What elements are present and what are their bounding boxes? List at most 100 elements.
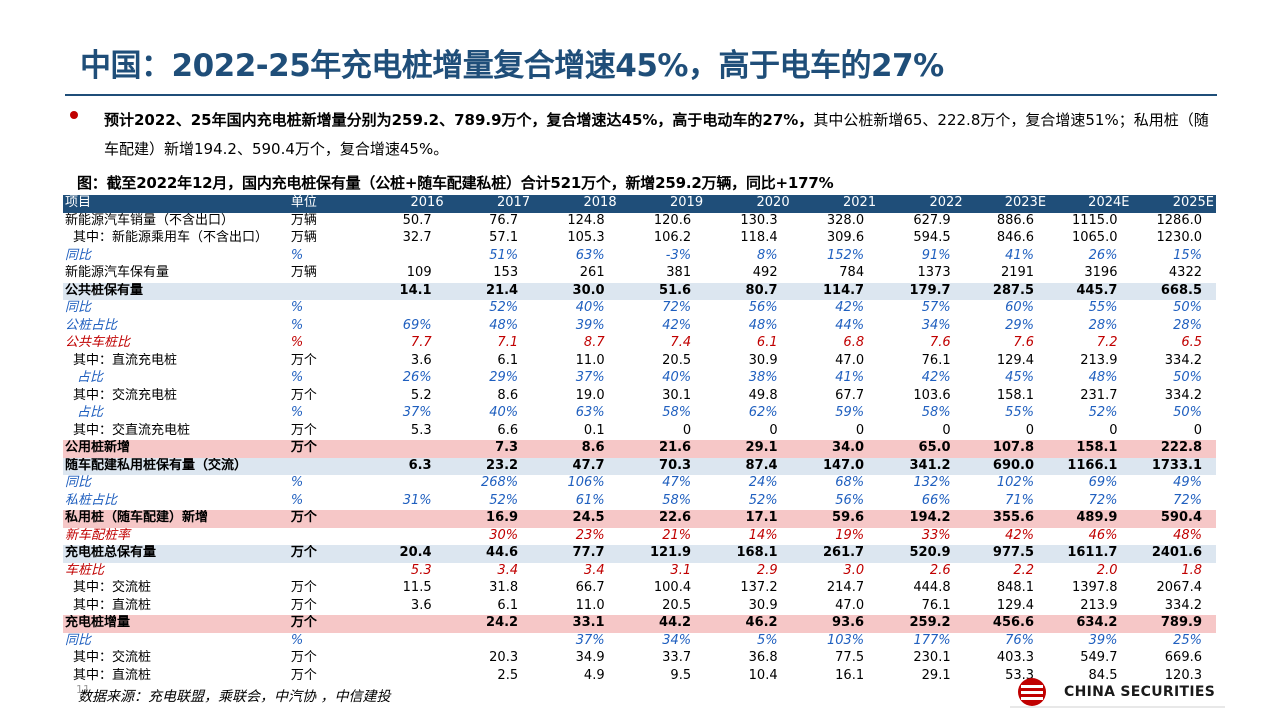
table-cell: 25% xyxy=(1173,632,1202,648)
row-unit xyxy=(287,563,361,581)
table-cell: 29% xyxy=(489,370,519,386)
row-label: 同比 xyxy=(65,247,92,263)
table-row: 私桩占比% 31% 52% 61% 58% 52% 56% 66% 71% 72% 72% xyxy=(63,493,1216,511)
table-cell: 0 xyxy=(682,422,692,438)
table-cell: 120.3 xyxy=(1164,667,1202,683)
table-cell: 30.9 xyxy=(748,352,778,368)
table-cell: 6.3 xyxy=(408,457,432,473)
table-cell: 158.1 xyxy=(996,387,1035,403)
table-cell: 1065.0 xyxy=(1071,230,1118,246)
table-cell: 44.2 xyxy=(659,615,692,631)
row-unit: % xyxy=(290,632,304,648)
table-cell: 51.6 xyxy=(659,282,692,298)
table-cell: 2.0 xyxy=(1096,562,1118,578)
table-cell: 76.1 xyxy=(921,597,951,613)
table-cell: 105.3 xyxy=(567,230,605,246)
row-label: 新车配桩率 xyxy=(65,527,131,543)
table-row: 同比% 268% 106% 47% 24% 68% 132% 102% 69% 49% xyxy=(63,475,1216,493)
table-cell: 213.9 xyxy=(1080,352,1118,368)
row-label: 车桩比 xyxy=(65,562,105,578)
table-cell: 1166.1 xyxy=(1067,457,1118,473)
table-cell xyxy=(361,633,445,651)
table-row: 占比% 37% 40% 63% 58% 62% 59% 58% 55% 52% 50% xyxy=(63,405,1216,423)
row-unit: 万个 xyxy=(290,650,317,666)
table-cell: 50% xyxy=(1173,370,1202,386)
row-label: 公共车桩比 xyxy=(65,335,131,351)
page-number: 11 xyxy=(76,683,90,696)
table-cell: 789.9 xyxy=(1160,615,1202,631)
logo-text: CHINA SECURITIES xyxy=(1064,684,1216,700)
table-cell: 3196 xyxy=(1084,265,1118,281)
table-cell: 886.6 xyxy=(996,212,1035,228)
table-cell: 66% xyxy=(921,492,951,508)
table-cell: 3.6 xyxy=(410,352,432,368)
table-cell: 77.5 xyxy=(835,650,865,666)
header-cell: 2018 xyxy=(583,195,617,211)
table-cell: 77.7 xyxy=(572,545,605,561)
summary-bullet-normal: 其中公桩新增65、222.8万个，复合增速51%；私用桩（随车配建）新增194.… xyxy=(104,111,1209,158)
table-cell: 3.0 xyxy=(843,562,865,578)
table-cell: 28% xyxy=(1088,317,1118,333)
table-cell: 47.0 xyxy=(835,597,865,613)
table-cell: 129.4 xyxy=(996,597,1035,613)
table-cell: 520.9 xyxy=(909,545,951,561)
table-cell: 59.6 xyxy=(832,510,865,526)
header-cell: 2017 xyxy=(497,195,531,211)
table-cell: 1397.8 xyxy=(1071,580,1118,596)
table-row: 私用桩（随车配建）新增 万个 16.9 24.5 22.6 17.1 59.6 194.2 35… xyxy=(63,510,1216,528)
table-cell: 39% xyxy=(1088,632,1118,648)
table-cell: 2.9 xyxy=(756,562,778,578)
table-row: 同比% 51% 63% -3% 8% 152% 91% 41% 26% 15% xyxy=(63,248,1216,266)
table-cell: 30.0 xyxy=(572,282,605,298)
table-cell: 8.6 xyxy=(497,387,519,403)
row-unit: 万个 xyxy=(290,422,317,438)
table-cell: 0 xyxy=(1025,422,1035,438)
table-cell: 784 xyxy=(839,265,865,281)
table-cell: 87.4 xyxy=(745,457,778,473)
table-cell xyxy=(361,668,445,686)
table-cell: 48% xyxy=(489,317,519,333)
table-cell: 309.6 xyxy=(826,230,865,246)
table-cell: 34% xyxy=(662,632,692,648)
table-cell: 31.8 xyxy=(489,580,519,596)
table-cell: 61% xyxy=(575,492,605,508)
header-cell: 2021 xyxy=(843,195,877,211)
page-title: 中国：2022-25年充电桩增量复合增速45%，高于电车的27% xyxy=(80,48,944,84)
row-unit: % xyxy=(290,317,304,333)
table-cell: 259.2 xyxy=(909,615,951,631)
table-cell: 15% xyxy=(1173,247,1202,263)
table-cell: 34.9 xyxy=(575,650,605,666)
table-cell: 6.1 xyxy=(497,597,519,613)
table-cell: 7.6 xyxy=(929,335,951,351)
table-row: 充电桩总保有量 万个 20.4 44.6 77.7 121.9 168.1 261.7 520.… xyxy=(63,545,1216,563)
table-row: 其中：交流桩 万个 11.5 31.8 66.7 100.4 137.2 214.7 444.8… xyxy=(63,580,1216,598)
table-cell: 45% xyxy=(1005,370,1035,386)
row-unit: 万个 xyxy=(290,667,317,683)
table-cell: 22.6 xyxy=(659,510,692,526)
table-cell: 24.2 xyxy=(486,615,519,631)
table-cell: 8.7 xyxy=(583,335,605,351)
table-cell: 2067.4 xyxy=(1156,580,1203,596)
table-cell: 47.0 xyxy=(835,352,865,368)
table-cell: 132% xyxy=(913,475,951,491)
table-cell: 5% xyxy=(756,632,778,648)
table-row: 公共桩保有量 14.1 21.4 30.0 51.6 80.7 114.7 179.7 287.… xyxy=(63,282,1216,300)
china-securities-logo-icon xyxy=(1010,678,1225,708)
table-cell: 137.2 xyxy=(740,580,778,596)
table-cell: 124.8 xyxy=(567,212,605,228)
table-cell: 37% xyxy=(575,632,605,648)
row-label: 其中：新能源乘用车（不含出口） xyxy=(73,230,269,246)
table-cell: 846.6 xyxy=(996,230,1035,246)
table-cell: 7.6 xyxy=(1013,335,1035,351)
row-label: 占比 xyxy=(77,405,104,421)
table-cell: 107.8 xyxy=(992,440,1035,456)
table-cell: 72% xyxy=(1088,492,1118,508)
table-cell: 48% xyxy=(1173,527,1202,543)
table-cell: 41% xyxy=(1005,247,1035,263)
table-cell: 1733.1 xyxy=(1151,457,1202,473)
table-cell: 58% xyxy=(662,405,692,421)
row-unit: 万个 xyxy=(290,440,317,456)
table-cell: 114.7 xyxy=(822,282,865,298)
table-cell: 28% xyxy=(1173,317,1202,333)
table-cell xyxy=(361,440,445,458)
